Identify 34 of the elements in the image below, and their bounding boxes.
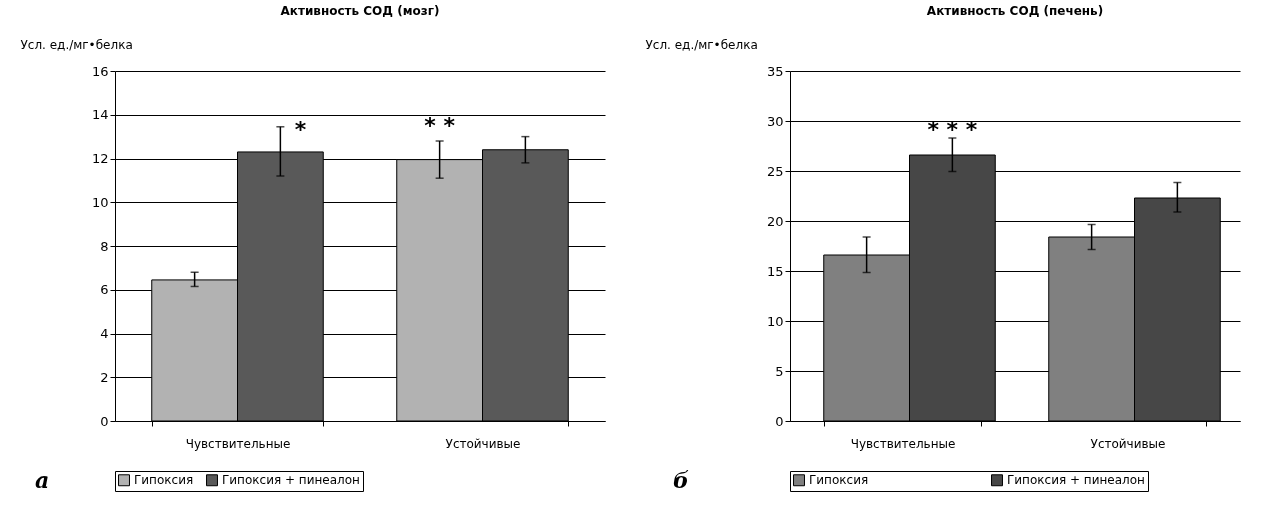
y-tick-label: 10: [766, 313, 784, 329]
x-tick-label: Устойчивые: [1090, 436, 1166, 451]
x-tick-label: Устойчивые: [445, 436, 521, 451]
text: а: [35, 467, 50, 493]
y-tick-label: 15: [766, 263, 784, 279]
y-tick-label: 0: [775, 413, 784, 429]
y-tick-label: 2: [100, 369, 109, 385]
legend-label: Гипоксия: [134, 473, 194, 488]
y-tick-label: 4: [100, 326, 109, 341]
y-tick-label: 20: [766, 213, 784, 229]
y-tick-label: 14: [91, 107, 109, 123]
y-axis-title: Усл. ед./мг•белка: [645, 37, 758, 52]
y-tick-label: 35: [766, 63, 784, 79]
y-tick-label: 25: [766, 163, 784, 179]
y-tick-label: 8: [100, 238, 109, 254]
legend-label: Гипоксия: [809, 473, 869, 488]
legend-label: Гипоксия + пинеалон: [222, 473, 360, 488]
y-tick-label: 6: [100, 282, 109, 298]
y-tick-label: 12: [91, 151, 109, 166]
legend-label: Гипоксия + пинеалон: [1007, 473, 1145, 488]
text: б: [673, 467, 689, 493]
y-tick-label: 30: [766, 113, 784, 129]
y-tick-label: 0: [100, 413, 109, 429]
x-tick-label: Чувствительные: [185, 436, 291, 451]
y-axis-title: Усл. ед./мг•белка: [20, 37, 133, 52]
y-tick-label: 16: [91, 63, 109, 79]
annotation: * * *: [927, 117, 978, 142]
annotation: * *: [424, 113, 456, 138]
y-tick-label: 5: [775, 363, 784, 379]
annotation: *: [294, 117, 307, 142]
chart-title: Активность СОД (печень): [926, 4, 1104, 18]
chart-title: Активность СОД (мозг): [280, 4, 440, 18]
x-tick-label: Чувствительные: [850, 436, 956, 451]
y-tick-label: 10: [91, 194, 109, 210]
